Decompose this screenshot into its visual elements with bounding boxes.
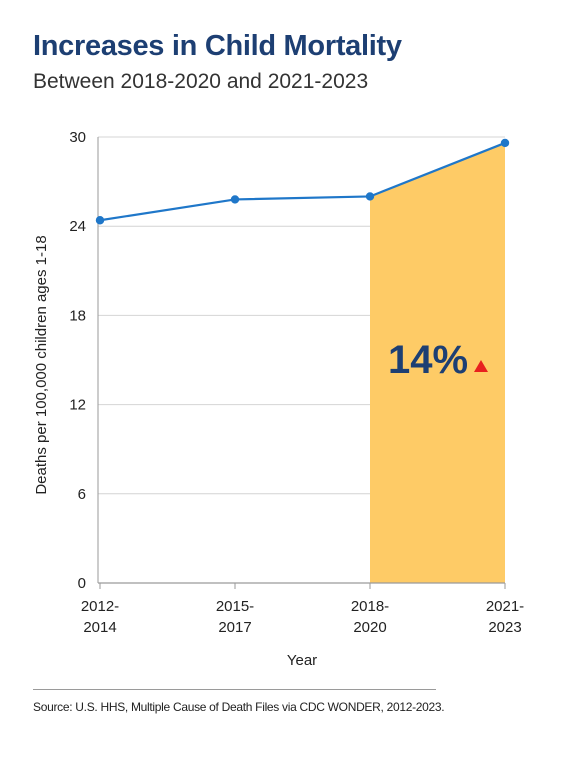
source-divider bbox=[33, 689, 436, 690]
y-tick-label: 30 bbox=[69, 129, 86, 146]
x-tick-label: 2021- bbox=[486, 598, 524, 615]
line-chart: 0 6 12 18 24 30 2012- 2014 2015- 2017 2018- 2020 202… bbox=[33, 129, 524, 669]
data-point bbox=[230, 195, 240, 204]
y-axis-title: Deaths per 100,000 children ages 1-18 bbox=[33, 235, 50, 494]
y-tick-label: 6 bbox=[78, 486, 86, 503]
highlight-area bbox=[370, 142, 505, 584]
chart-subtitle: Between 2018-2020 and 2021-2023 bbox=[33, 70, 369, 93]
y-tick-label: 18 bbox=[69, 307, 86, 324]
x-tick-label: 2017 bbox=[218, 619, 251, 636]
x-tick-label: 2012- bbox=[81, 598, 119, 615]
x-tick-label: 2020 bbox=[353, 619, 386, 636]
x-axis-title: Year bbox=[287, 652, 317, 669]
y-tick-label: 12 bbox=[69, 397, 86, 414]
x-tick-label: 2014 bbox=[83, 619, 116, 636]
y-tick-label: 24 bbox=[69, 218, 86, 235]
x-tick-label: 2023 bbox=[488, 619, 521, 636]
x-tick-label: 2015- bbox=[216, 598, 254, 615]
source-note: Source: U.S. HHS, Multiple Cause of Deat… bbox=[33, 700, 445, 714]
series-line bbox=[99, 141, 506, 222]
y-tick-label: 0 bbox=[78, 575, 86, 592]
data-point bbox=[500, 138, 510, 148]
data-point bbox=[365, 192, 375, 201]
up-triangle-icon bbox=[474, 360, 488, 372]
change-callout: 14% bbox=[388, 338, 468, 382]
chart-title: Increases in Child Mortality bbox=[33, 30, 402, 62]
data-point bbox=[95, 216, 105, 225]
x-tick-label: 2018- bbox=[351, 598, 389, 615]
